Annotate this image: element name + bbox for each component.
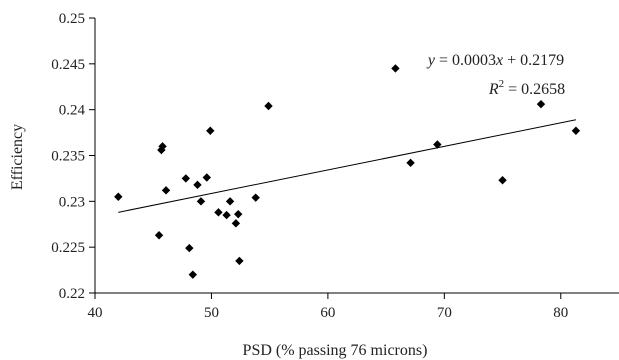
y-tick-label: 0.235: [51, 149, 85, 165]
x-tick-label: 70: [437, 305, 452, 321]
data-point: [158, 142, 167, 151]
y-axis-title: Efficiency: [9, 124, 26, 190]
data-point: [234, 209, 243, 219]
data-point: [185, 243, 194, 253]
trendline-equation: y = 0.0003x + 0.2179: [426, 52, 564, 69]
data-point: [406, 158, 415, 168]
r-squared-label: R2 = 0.2658: [488, 78, 565, 98]
data-points: [114, 64, 581, 279]
x-tick-label: 50: [204, 305, 219, 321]
data-point: [391, 64, 400, 73]
y-tick-label: 0.23: [59, 194, 85, 210]
linear-trendline: [118, 119, 577, 213]
data-point: [114, 192, 123, 201]
data-point: [181, 174, 191, 183]
y-tick-label: 0.225: [51, 240, 85, 256]
x-axis-ticks: 40 50 60 70 80: [88, 293, 568, 321]
x-tick-label: 40: [88, 305, 103, 321]
y-tick-label: 0.245: [51, 57, 85, 73]
data-point: [202, 173, 211, 182]
data-point: [251, 193, 260, 202]
x-tick-label: 80: [553, 305, 568, 321]
y-axis-ticks: 0.22 0.225 0.23 0.235 0.24 0.245 0.25: [51, 11, 95, 302]
data-point: [214, 208, 223, 217]
data-point: [571, 126, 581, 135]
x-axis-title: PSD (% passing 76 microns): [243, 342, 428, 359]
data-point: [222, 210, 231, 220]
data-point: [235, 256, 244, 266]
data-point: [433, 140, 442, 149]
x-tick-label: 60: [320, 305, 335, 321]
data-point: [161, 186, 171, 195]
data-point: [206, 126, 215, 135]
data-point: [154, 231, 164, 240]
data-point: [231, 219, 241, 228]
data-point: [188, 270, 198, 279]
data-point: [498, 176, 507, 185]
data-point: [225, 197, 235, 206]
y-tick-label: 0.24: [59, 103, 86, 119]
y-tick-label: 0.25: [59, 11, 85, 27]
data-point: [193, 180, 202, 190]
data-point: [536, 99, 546, 109]
data-point: [196, 197, 206, 206]
data-point: [264, 101, 273, 111]
y-tick-label: 0.22: [59, 286, 85, 302]
